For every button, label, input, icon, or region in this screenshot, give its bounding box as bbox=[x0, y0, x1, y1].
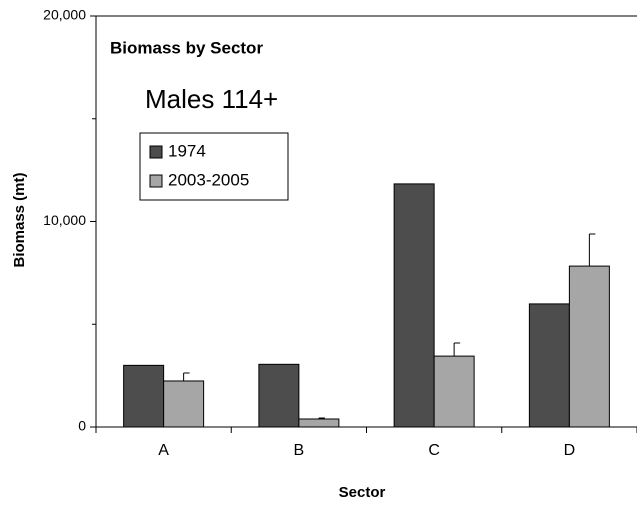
x-tick-label: A bbox=[158, 442, 169, 459]
error-bar bbox=[453, 342, 461, 357]
bar bbox=[258, 363, 300, 428]
chart-subtitle: Males 114+ bbox=[145, 84, 278, 114]
bar bbox=[393, 183, 435, 428]
y-axis-label: Biomass (mt) bbox=[11, 172, 28, 267]
y-tick-label: 20,000 bbox=[43, 7, 86, 23]
bar bbox=[123, 364, 165, 428]
error-bar bbox=[183, 372, 190, 381]
x-tick-label: C bbox=[428, 442, 440, 459]
y-tick-label: 0 bbox=[78, 418, 86, 434]
x-tick-label: D bbox=[564, 442, 576, 459]
legend-swatch bbox=[149, 174, 163, 188]
legend-swatch bbox=[149, 145, 163, 159]
bar bbox=[163, 380, 205, 428]
legend-box bbox=[139, 132, 289, 201]
error-bar bbox=[588, 233, 596, 267]
bar bbox=[568, 265, 610, 428]
bar bbox=[298, 418, 340, 428]
bar bbox=[528, 303, 570, 428]
x-axis-label: Sector bbox=[339, 484, 386, 501]
legend-label: 2003-2005 bbox=[168, 170, 249, 189]
chart-title: Biomass by Sector bbox=[110, 38, 263, 57]
x-tick-label: B bbox=[294, 442, 305, 459]
bar bbox=[433, 355, 475, 428]
y-tick-label: 10,000 bbox=[43, 212, 86, 228]
error-bar bbox=[318, 417, 325, 419]
legend-label: 1974 bbox=[168, 141, 206, 160]
